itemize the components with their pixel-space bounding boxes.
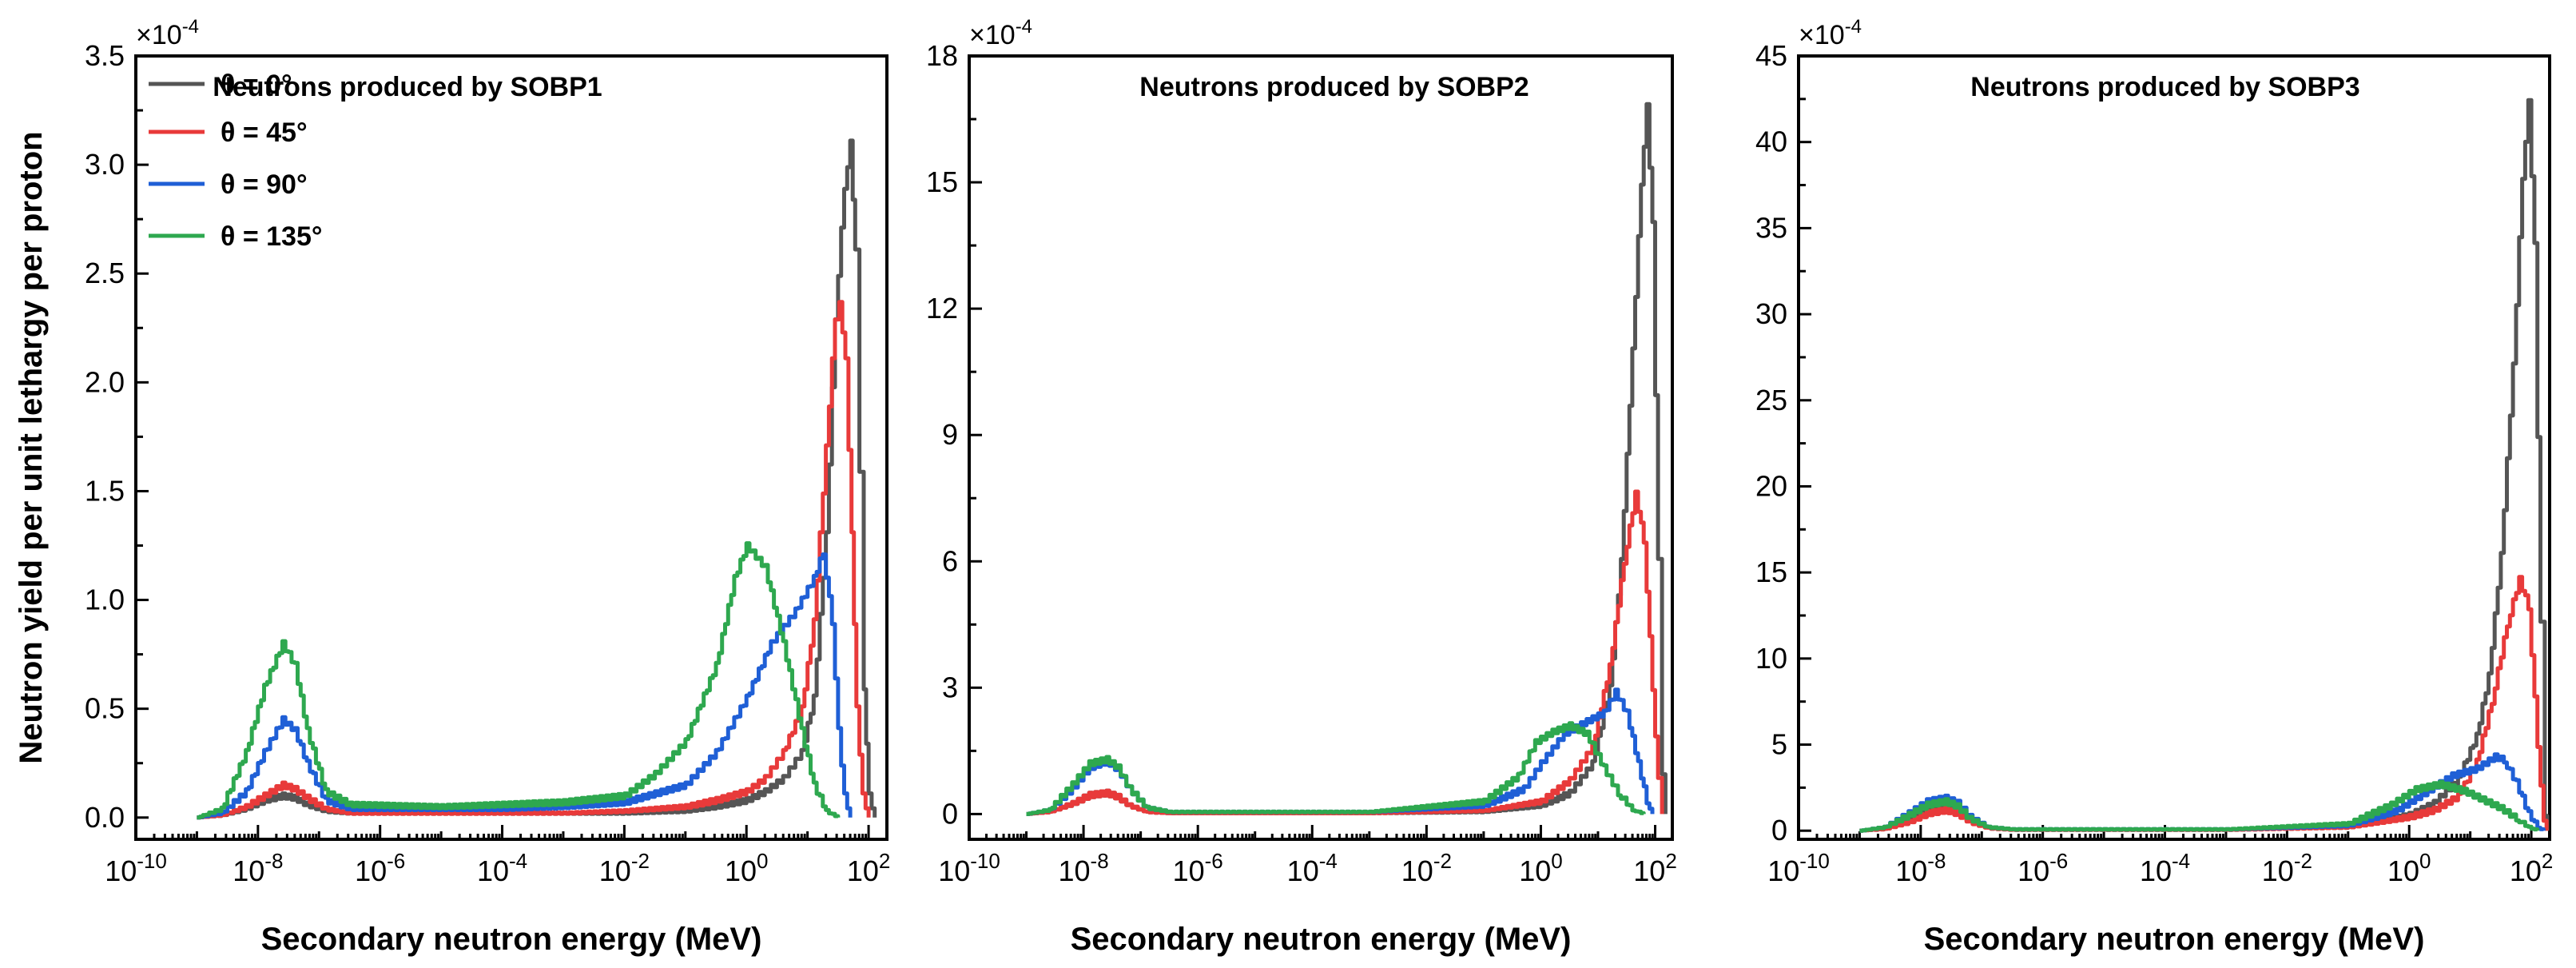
x-tick-label: 10-10 [105, 849, 167, 887]
series-line-135deg [197, 541, 841, 820]
x-tick-label: 10-2 [1401, 849, 1452, 887]
series-line-90deg [197, 552, 853, 820]
chart-panel-sobp3: 10-10 10-8 10-6 10-4 10-2 100 102 0 5 10 15 20 25 30 3… [1755, 16, 2553, 957]
x-tick-label: 10-2 [599, 849, 650, 887]
y-tick-label: 35 [1755, 211, 1787, 244]
y-tick-label: 3.0 [85, 148, 125, 181]
y-axis-title: Neutron yield per unit lethargy per prot… [14, 131, 49, 763]
x-tick-label: 10-6 [2017, 849, 2068, 887]
y-tick-label: 5 [1771, 728, 1787, 761]
y-tick-label: 0.5 [85, 692, 125, 725]
plot-frame [1797, 54, 2551, 841]
panel-title: Neutrons produced by SOBP3 [1970, 72, 2359, 102]
y-tick-label: 1.5 [85, 474, 125, 507]
x-tick-label: 10-8 [1059, 849, 1109, 887]
y-multiplier: ×10-4 [1799, 16, 1862, 50]
x-tick-label: 10-4 [2140, 849, 2190, 887]
series-line-0deg [1026, 102, 1668, 816]
y-tick-label: 3.5 [85, 39, 125, 72]
legend-label-3: θ = 135° [221, 221, 322, 252]
y-tick-label: 45 [1755, 39, 1787, 72]
x-tick-label: 10-2 [2262, 849, 2312, 887]
x-tick-label: 10-10 [938, 849, 1000, 887]
chart-panel-sobp2: 10-10 10-8 10-6 10-4 10-2 100 102 0 3 6 9 12 15 18 Ne… [926, 16, 1677, 957]
x-tick-label: 100 [2387, 849, 2431, 887]
y-tick-label: 25 [1755, 384, 1787, 416]
y-tick-label: 6 [942, 544, 958, 577]
x-tick-label: 100 [1519, 849, 1563, 887]
x-axis-title: Secondary neutron energy (MeV) [1924, 922, 2425, 957]
series-line-135deg [1859, 779, 2540, 833]
legend: θ = 0° θ = 45° θ = 90° θ = 135° [149, 70, 322, 252]
y-tick-label: 0.0 [85, 801, 125, 834]
legend-label-0: θ = 0° [221, 70, 292, 100]
x-tick-label: 10-6 [355, 849, 405, 887]
x-tick-label: 102 [2510, 849, 2554, 887]
series-line-0deg [1859, 98, 2550, 833]
plot-frame [968, 54, 1674, 841]
y-tick-label: 40 [1755, 125, 1787, 158]
panel-title: Neutrons produced by SOBP1 [213, 72, 602, 102]
y-tick-label: 20 [1755, 469, 1787, 502]
y-tick-label: 2.0 [85, 365, 125, 398]
x-tick-label: 102 [847, 849, 891, 887]
y-tick-label: 30 [1755, 297, 1787, 330]
series-line-45deg [1859, 575, 2549, 833]
x-tick-label: 10-4 [1287, 849, 1338, 887]
x-tick-label: 10-6 [1173, 849, 1223, 887]
x-tick-label: 10-10 [1767, 849, 1830, 887]
y-tick-label: 18 [926, 39, 958, 72]
x-tick-label: 100 [725, 849, 769, 887]
y-tick-label: 10 [1755, 642, 1787, 675]
series-line-135deg [1026, 721, 1646, 816]
y-tick-label: 12 [926, 292, 958, 325]
y-tick-label: 1.0 [85, 584, 125, 616]
plot-frame [134, 54, 888, 841]
x-tick-label: 102 [1633, 849, 1677, 887]
y-multiplier: ×10-4 [136, 16, 199, 50]
chart-panel-sobp1: 10-10 10-8 10-6 10-4 10-2 100 102 0.0 0.5 1.0 1.5 2… [14, 16, 890, 957]
y-tick-label: 15 [926, 165, 958, 198]
x-tick-label: 10-4 [477, 849, 527, 887]
legend-label-2: θ = 90° [221, 169, 308, 200]
series-line-45deg [197, 300, 871, 820]
y-tick-label: 0 [942, 797, 958, 830]
legend-label-1: θ = 45° [221, 118, 308, 148]
y-tick-label: 9 [942, 418, 958, 451]
y-tick-label: 3 [942, 671, 958, 703]
y-tick-label: 15 [1755, 556, 1787, 588]
x-axis-title: Secondary neutron energy (MeV) [261, 922, 762, 957]
panel-title: Neutrons produced by SOBP2 [1139, 72, 1529, 102]
y-multiplier: ×10-4 [969, 16, 1032, 50]
x-tick-label: 10-8 [1895, 849, 1946, 887]
y-tick-label: 0 [1771, 814, 1787, 847]
x-axis-title: Secondary neutron energy (MeV) [1071, 922, 1572, 957]
y-tick-label: 2.5 [85, 257, 125, 289]
x-tick-label: 10-8 [233, 849, 283, 887]
